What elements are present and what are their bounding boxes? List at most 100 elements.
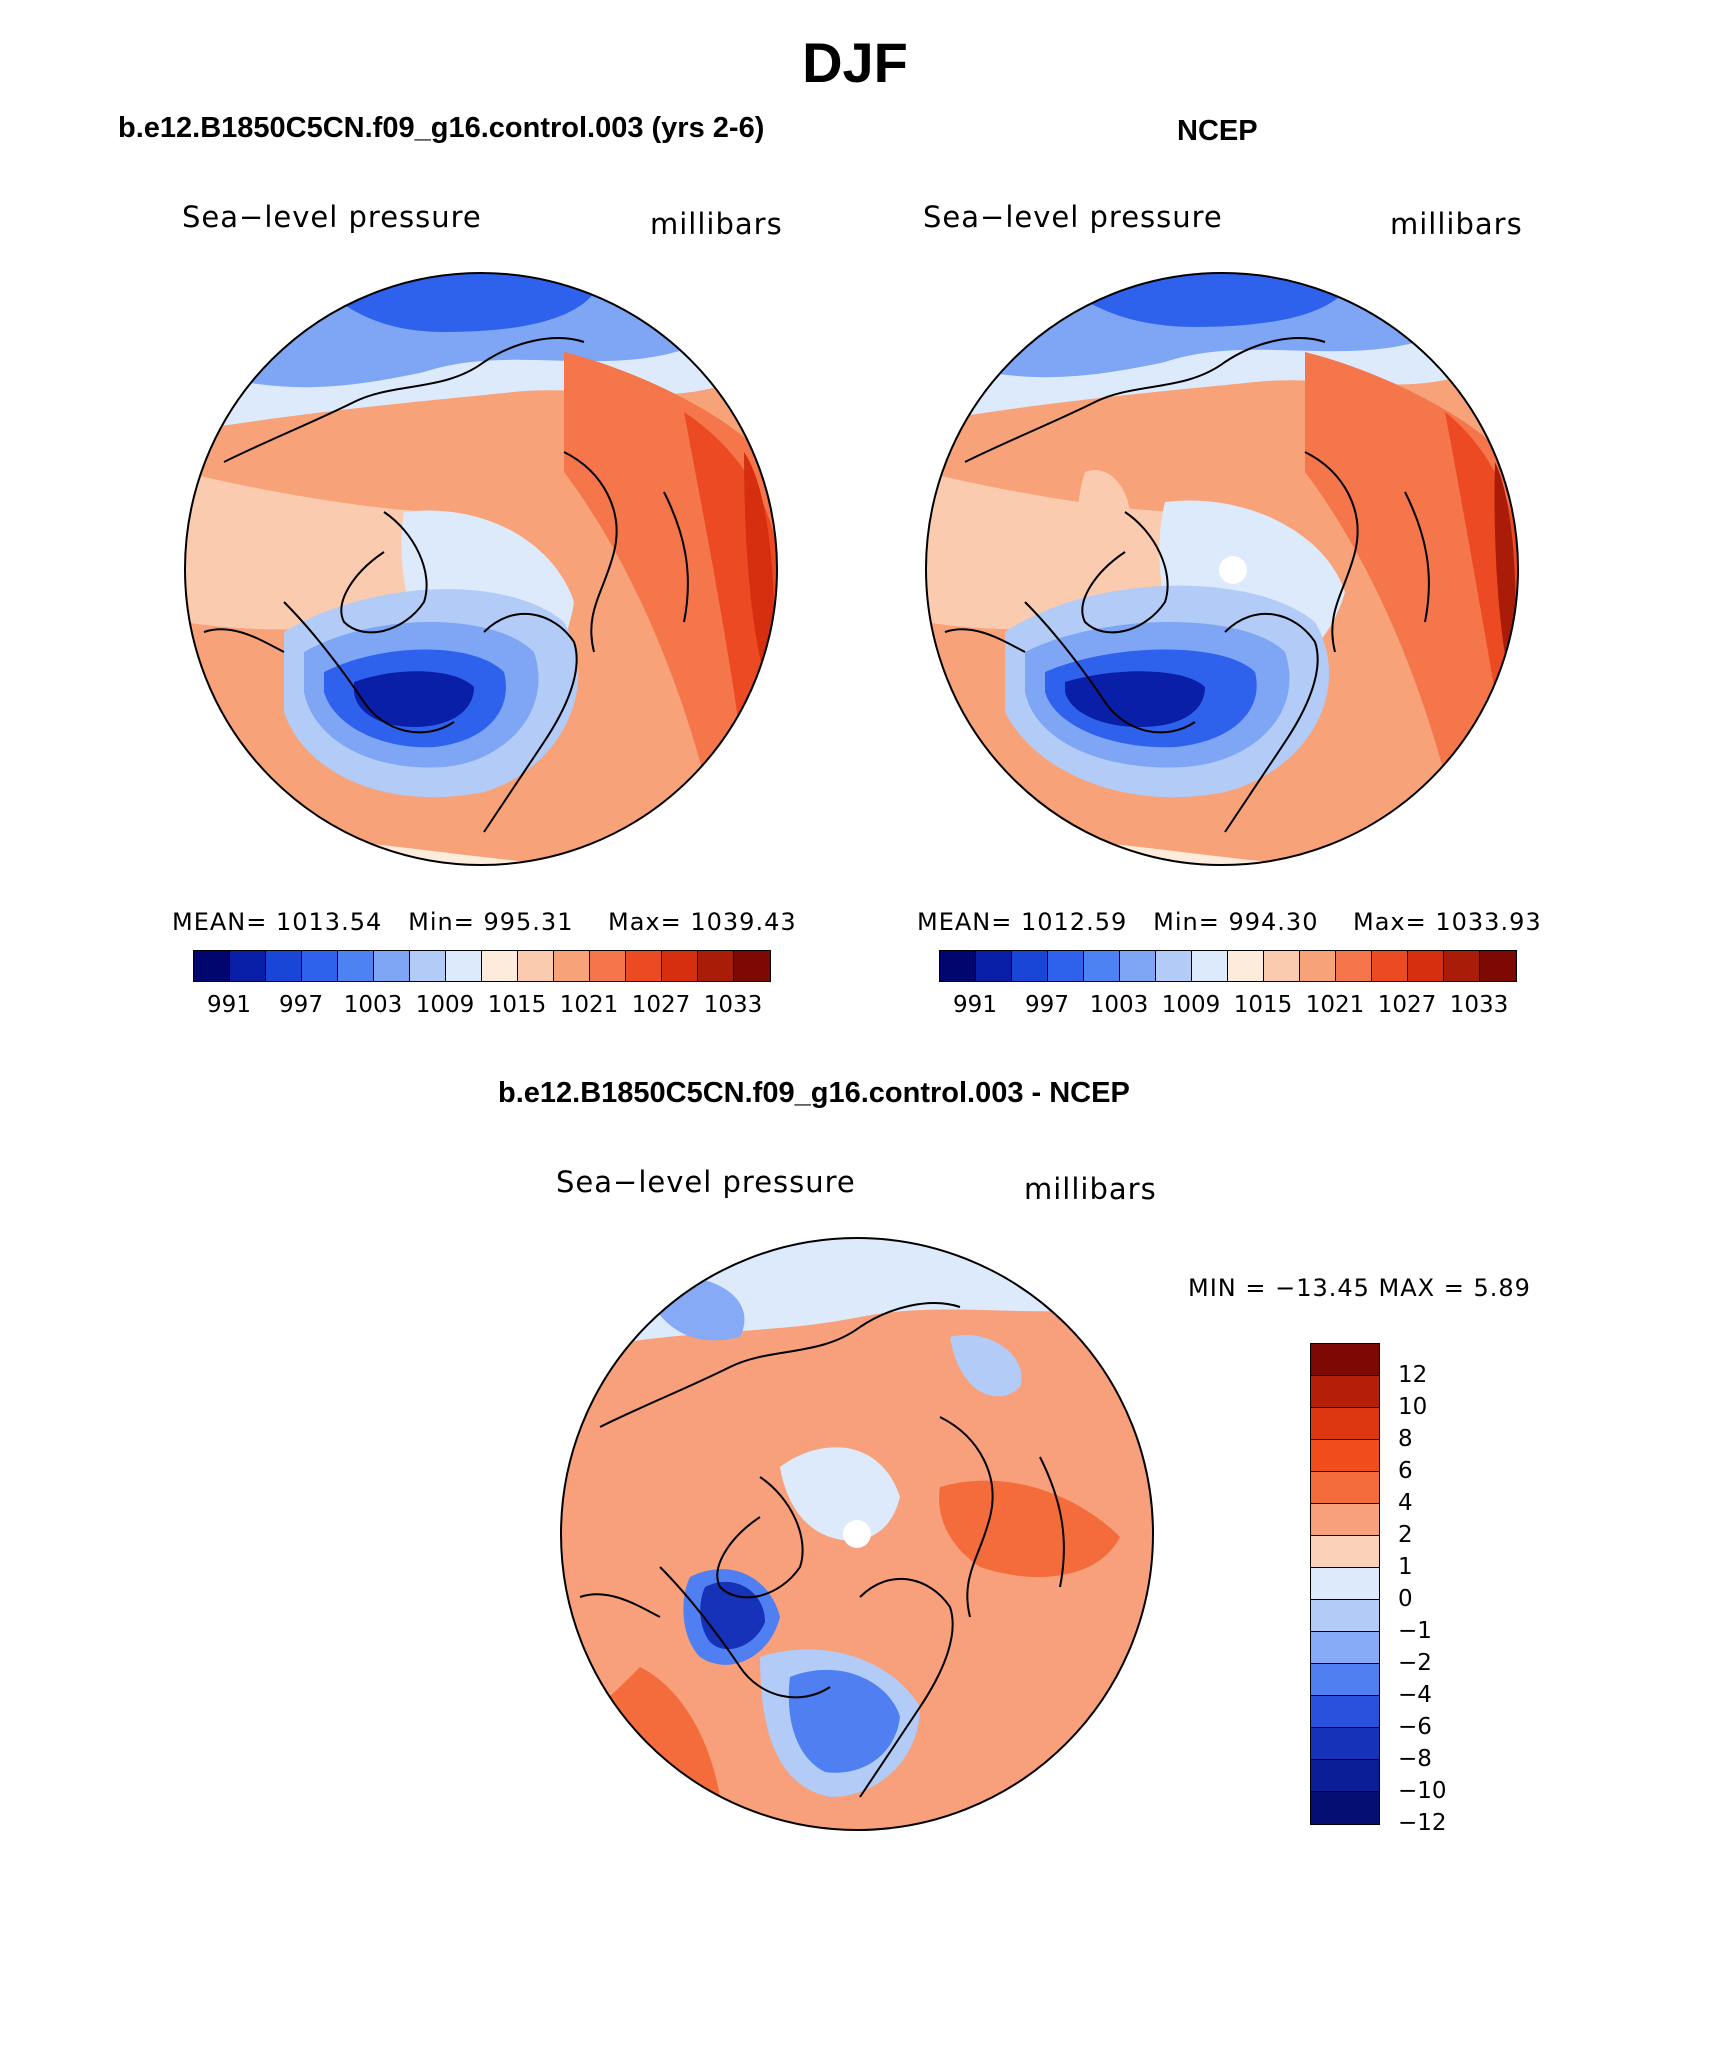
cbar2-swatch <box>1408 951 1444 981</box>
vbar3-tick-label: 8 <box>1398 1426 1413 1452</box>
vbar3-swatch <box>1311 1568 1379 1600</box>
p3-map-border <box>560 1237 1154 1831</box>
cbar1-swatch <box>302 951 338 981</box>
p2-field-atl-4 <box>1065 671 1205 727</box>
panel-1-units: millibars <box>650 207 783 241</box>
cbar2-swatch <box>1156 951 1192 981</box>
cbar2-swatch <box>976 951 1012 981</box>
vbar3-tick-label: 4 <box>1398 1490 1413 1516</box>
cbar1-tick-label: 1027 <box>631 992 691 1018</box>
p1-max: 1039.43 <box>690 908 797 936</box>
cbar1-swatch <box>410 951 446 981</box>
cbar1-swatch <box>626 951 662 981</box>
vbar3-tick-label: −4 <box>1398 1682 1432 1708</box>
vbar3-swatch <box>1311 1728 1379 1760</box>
cbar1-tick-label: 1015 <box>487 992 547 1018</box>
panel-2-stats: MEAN= 1012.59 Min= 994.30 Max= 1033.93 <box>917 908 1542 936</box>
vbar3-swatch <box>1311 1600 1379 1632</box>
cbar2-swatch <box>1372 951 1408 981</box>
panel-1-title: b.e12.B1850C5CN.f09_g16.control.003 (yrs… <box>118 112 765 144</box>
panel-2-title: NCEP <box>1177 115 1258 147</box>
p1-min: 995.31 <box>483 908 574 936</box>
cbar2-swatch <box>940 951 976 981</box>
panel-2-left-label: Sea−level pressure <box>923 200 1223 234</box>
p3-field-pole-hole <box>843 1520 871 1548</box>
cbar2-tick-label: 1003 <box>1089 992 1149 1018</box>
vbar3-tick-label: −1 <box>1398 1618 1432 1644</box>
p2-coastlines <box>944 337 1430 833</box>
vbar3-swatch <box>1311 1440 1379 1472</box>
vbar3-swatch <box>1311 1696 1379 1728</box>
cbar1-swatch <box>374 951 410 981</box>
vbar3-swatch <box>1311 1376 1379 1408</box>
vbar3-swatch <box>1311 1664 1379 1696</box>
cbar1-tick-label: 1003 <box>343 992 403 1018</box>
p1-field-atl-4 <box>354 671 474 727</box>
p2-field-greenland-high <box>1077 470 1131 580</box>
vbar3-tick-label: −6 <box>1398 1714 1432 1740</box>
cbar2-swatch <box>1300 951 1336 981</box>
p1-map-border <box>184 272 778 866</box>
cbar2-tick-label: 1009 <box>1161 992 1221 1018</box>
vbar3-swatch <box>1311 1632 1379 1664</box>
p1-field-w-pale <box>185 472 461 630</box>
panel-3-units: millibars <box>1024 1172 1157 1206</box>
vbar3-tick-label: 10 <box>1398 1394 1428 1420</box>
vbar3-swatch <box>1311 1760 1379 1792</box>
cbar1-swatch <box>338 951 374 981</box>
panel-3-colorbar <box>1310 1343 1380 1825</box>
cbar2-swatch <box>1048 951 1084 981</box>
panel-1-map <box>184 272 778 866</box>
vbar3-tick-label: 6 <box>1398 1458 1413 1484</box>
cbar1-tick-label: 1021 <box>559 992 619 1018</box>
cbar2-tick-label: 991 <box>953 992 997 1018</box>
vbar3-tick-label: 1 <box>1398 1554 1413 1580</box>
vbar3-tick-label: −2 <box>1398 1650 1432 1676</box>
panel-3-minmax: MIN = −13.45 MAX = 5.89 <box>1188 1274 1531 1302</box>
vbar3-swatch <box>1311 1536 1379 1568</box>
p3-coastlines <box>579 1302 1065 1798</box>
cbar2-swatch <box>1012 951 1048 981</box>
cbar2-swatch <box>1336 951 1372 981</box>
figure-title: DJF <box>802 31 908 94</box>
cbar2-swatch <box>1084 951 1120 981</box>
cbar1-tick-label: 997 <box>279 992 323 1018</box>
cbar1-swatch <box>698 951 734 981</box>
panel-3-map <box>560 1237 1154 1831</box>
cbar2-swatch <box>1444 951 1480 981</box>
vbar3-swatch <box>1311 1504 1379 1536</box>
p1-coastlines <box>203 337 689 833</box>
panel-1-left-label: Sea−level pressure <box>182 200 482 234</box>
p3-field-scand-2 <box>788 1669 900 1773</box>
p2-mean: 1012.59 <box>1021 908 1128 936</box>
cbar2-tick-label: 1027 <box>1377 992 1437 1018</box>
p2-min: 994.30 <box>1228 908 1319 936</box>
p1-field-e-max <box>744 452 775 692</box>
vbar3-tick-label: 2 <box>1398 1522 1413 1548</box>
panel-1-colorbar <box>193 950 771 982</box>
vbar3-swatch <box>1311 1344 1379 1376</box>
panel-2-map <box>925 272 1519 866</box>
panel-1-stats: MEAN= 1013.54 Min= 995.31 Max= 1039.43 <box>172 908 797 936</box>
cbar1-swatch <box>482 951 518 981</box>
p2-field-e-max <box>1494 462 1516 682</box>
cbar2-tick-label: 1033 <box>1449 992 1509 1018</box>
vbar3-tick-label: 0 <box>1398 1586 1413 1612</box>
cbar1-swatch <box>662 951 698 981</box>
p2-field-pole-hole <box>1219 556 1247 584</box>
vbar3-tick-label: −10 <box>1398 1778 1447 1804</box>
cbar1-swatch <box>590 951 626 981</box>
p3-field-e-warm <box>939 1480 1120 1577</box>
vbar3-tick-label: −8 <box>1398 1746 1432 1772</box>
cbar1-tick-label: 1009 <box>415 992 475 1018</box>
vbar3-swatch <box>1311 1472 1379 1504</box>
cbar2-swatch <box>1120 951 1156 981</box>
cbar2-swatch <box>1264 951 1300 981</box>
vbar3-tick-label: 12 <box>1398 1362 1428 1388</box>
p2-map-border <box>925 272 1519 866</box>
p1-mean: 1013.54 <box>276 908 383 936</box>
cbar2-tick-label: 997 <box>1025 992 1069 1018</box>
cbar2-swatch <box>1228 951 1264 981</box>
cbar1-swatch <box>518 951 554 981</box>
cbar2-swatch <box>1192 951 1228 981</box>
